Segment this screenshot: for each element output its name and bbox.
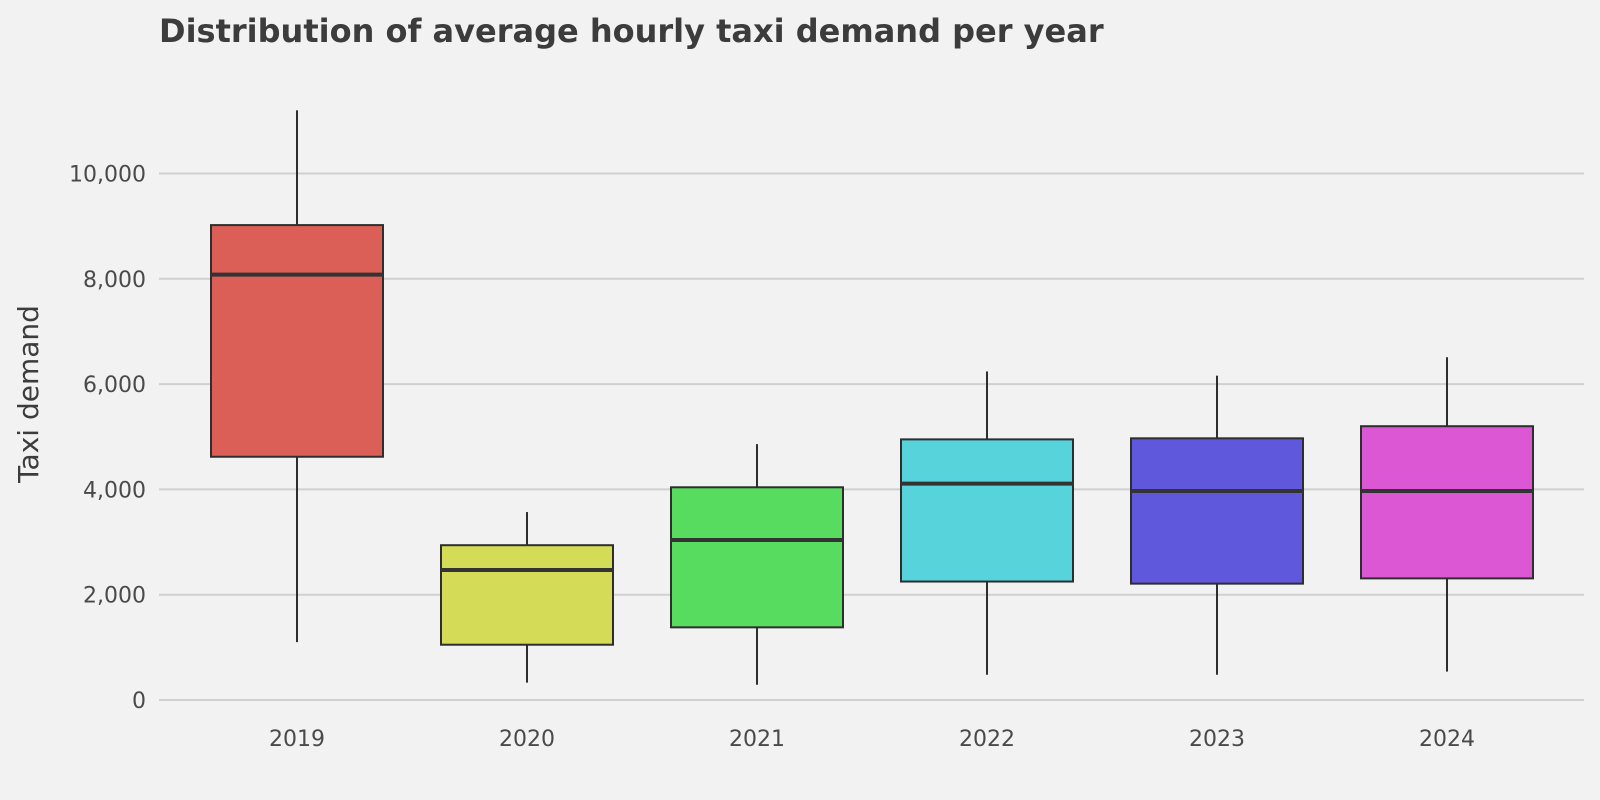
box-2023 bbox=[1130, 375, 1304, 675]
y-tick-label: 2,000 bbox=[83, 584, 146, 609]
chart-title: Distribution of average hourly taxi dema… bbox=[159, 12, 1104, 50]
x-tick-label: 2023 bbox=[1189, 727, 1245, 752]
iqr-box bbox=[1360, 425, 1534, 580]
x-tick-label: 2022 bbox=[959, 727, 1015, 752]
x-tick-label: 2024 bbox=[1419, 727, 1475, 752]
box-2021 bbox=[670, 444, 844, 685]
box-2022 bbox=[900, 371, 1074, 675]
y-axis-label: Taxi demand bbox=[12, 305, 45, 484]
iqr-box bbox=[1130, 437, 1304, 585]
y-tick-label: 6,000 bbox=[83, 373, 146, 398]
grid-lines bbox=[159, 172, 1584, 701]
boxes bbox=[210, 110, 1534, 685]
iqr-box bbox=[900, 438, 1074, 583]
x-tick-label: 2020 bbox=[499, 727, 555, 752]
box-2020 bbox=[440, 512, 614, 683]
y-tick-label: 4,000 bbox=[83, 478, 146, 503]
iqr-box bbox=[440, 544, 614, 646]
y-tick-labels: 0 2,000 4,000 6,000 8,000 10,000 bbox=[69, 163, 146, 715]
iqr-box bbox=[670, 486, 844, 629]
y-tick-label: 10,000 bbox=[69, 163, 146, 188]
y-tick-label: 8,000 bbox=[83, 268, 146, 293]
box-2024 bbox=[1360, 357, 1534, 672]
x-tick-labels: 2019 2020 2021 2022 2023 2024 bbox=[269, 727, 1475, 752]
x-tick-label: 2021 bbox=[729, 727, 785, 752]
box-2019 bbox=[210, 110, 384, 643]
x-tick-label: 2019 bbox=[269, 727, 325, 752]
y-tick-label: 0 bbox=[132, 689, 146, 714]
iqr-box bbox=[210, 224, 384, 458]
